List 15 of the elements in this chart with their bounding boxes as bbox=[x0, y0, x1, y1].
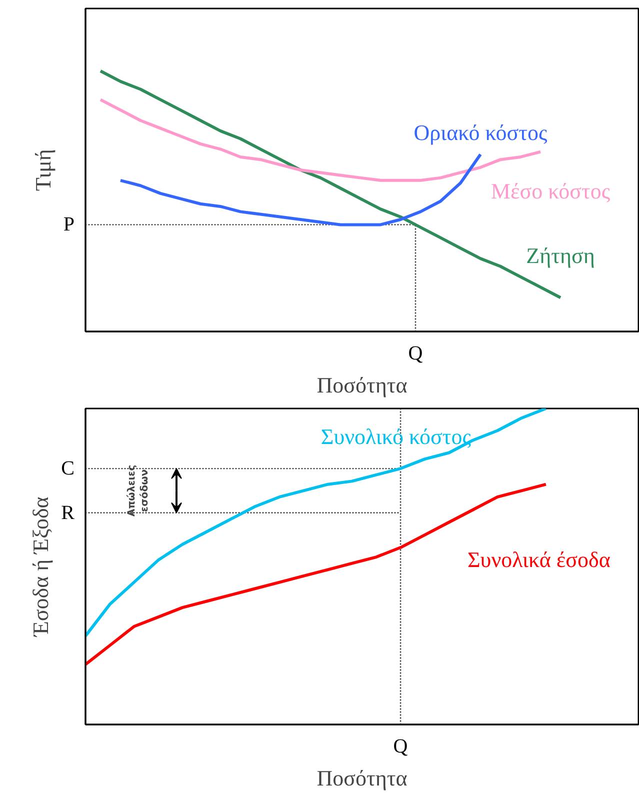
y-axis-title: Έσοδα ή Έξοδα bbox=[28, 496, 54, 638]
series-label: Συνολικό κόστος bbox=[320, 424, 472, 449]
ref-line-label: R bbox=[61, 502, 76, 524]
text: Q bbox=[408, 342, 424, 364]
ref-line-label: P bbox=[63, 214, 74, 236]
text: Q bbox=[393, 736, 408, 758]
x-axis-title: Ποσότητα bbox=[316, 372, 408, 398]
series-label: Μέσο κόστος bbox=[490, 178, 610, 204]
x-axis-title: Ποσότητα bbox=[316, 766, 408, 790]
y-axis-title: Τιμή bbox=[30, 149, 56, 191]
series-label: Συνολικά έσοδα bbox=[467, 546, 611, 572]
annotation: Απώλειες εσόδων bbox=[126, 464, 151, 516]
ref-line-label: C bbox=[61, 458, 75, 480]
series-label: Οριακό κόστος bbox=[414, 120, 548, 145]
series-label: Ζήτηση bbox=[526, 243, 595, 268]
